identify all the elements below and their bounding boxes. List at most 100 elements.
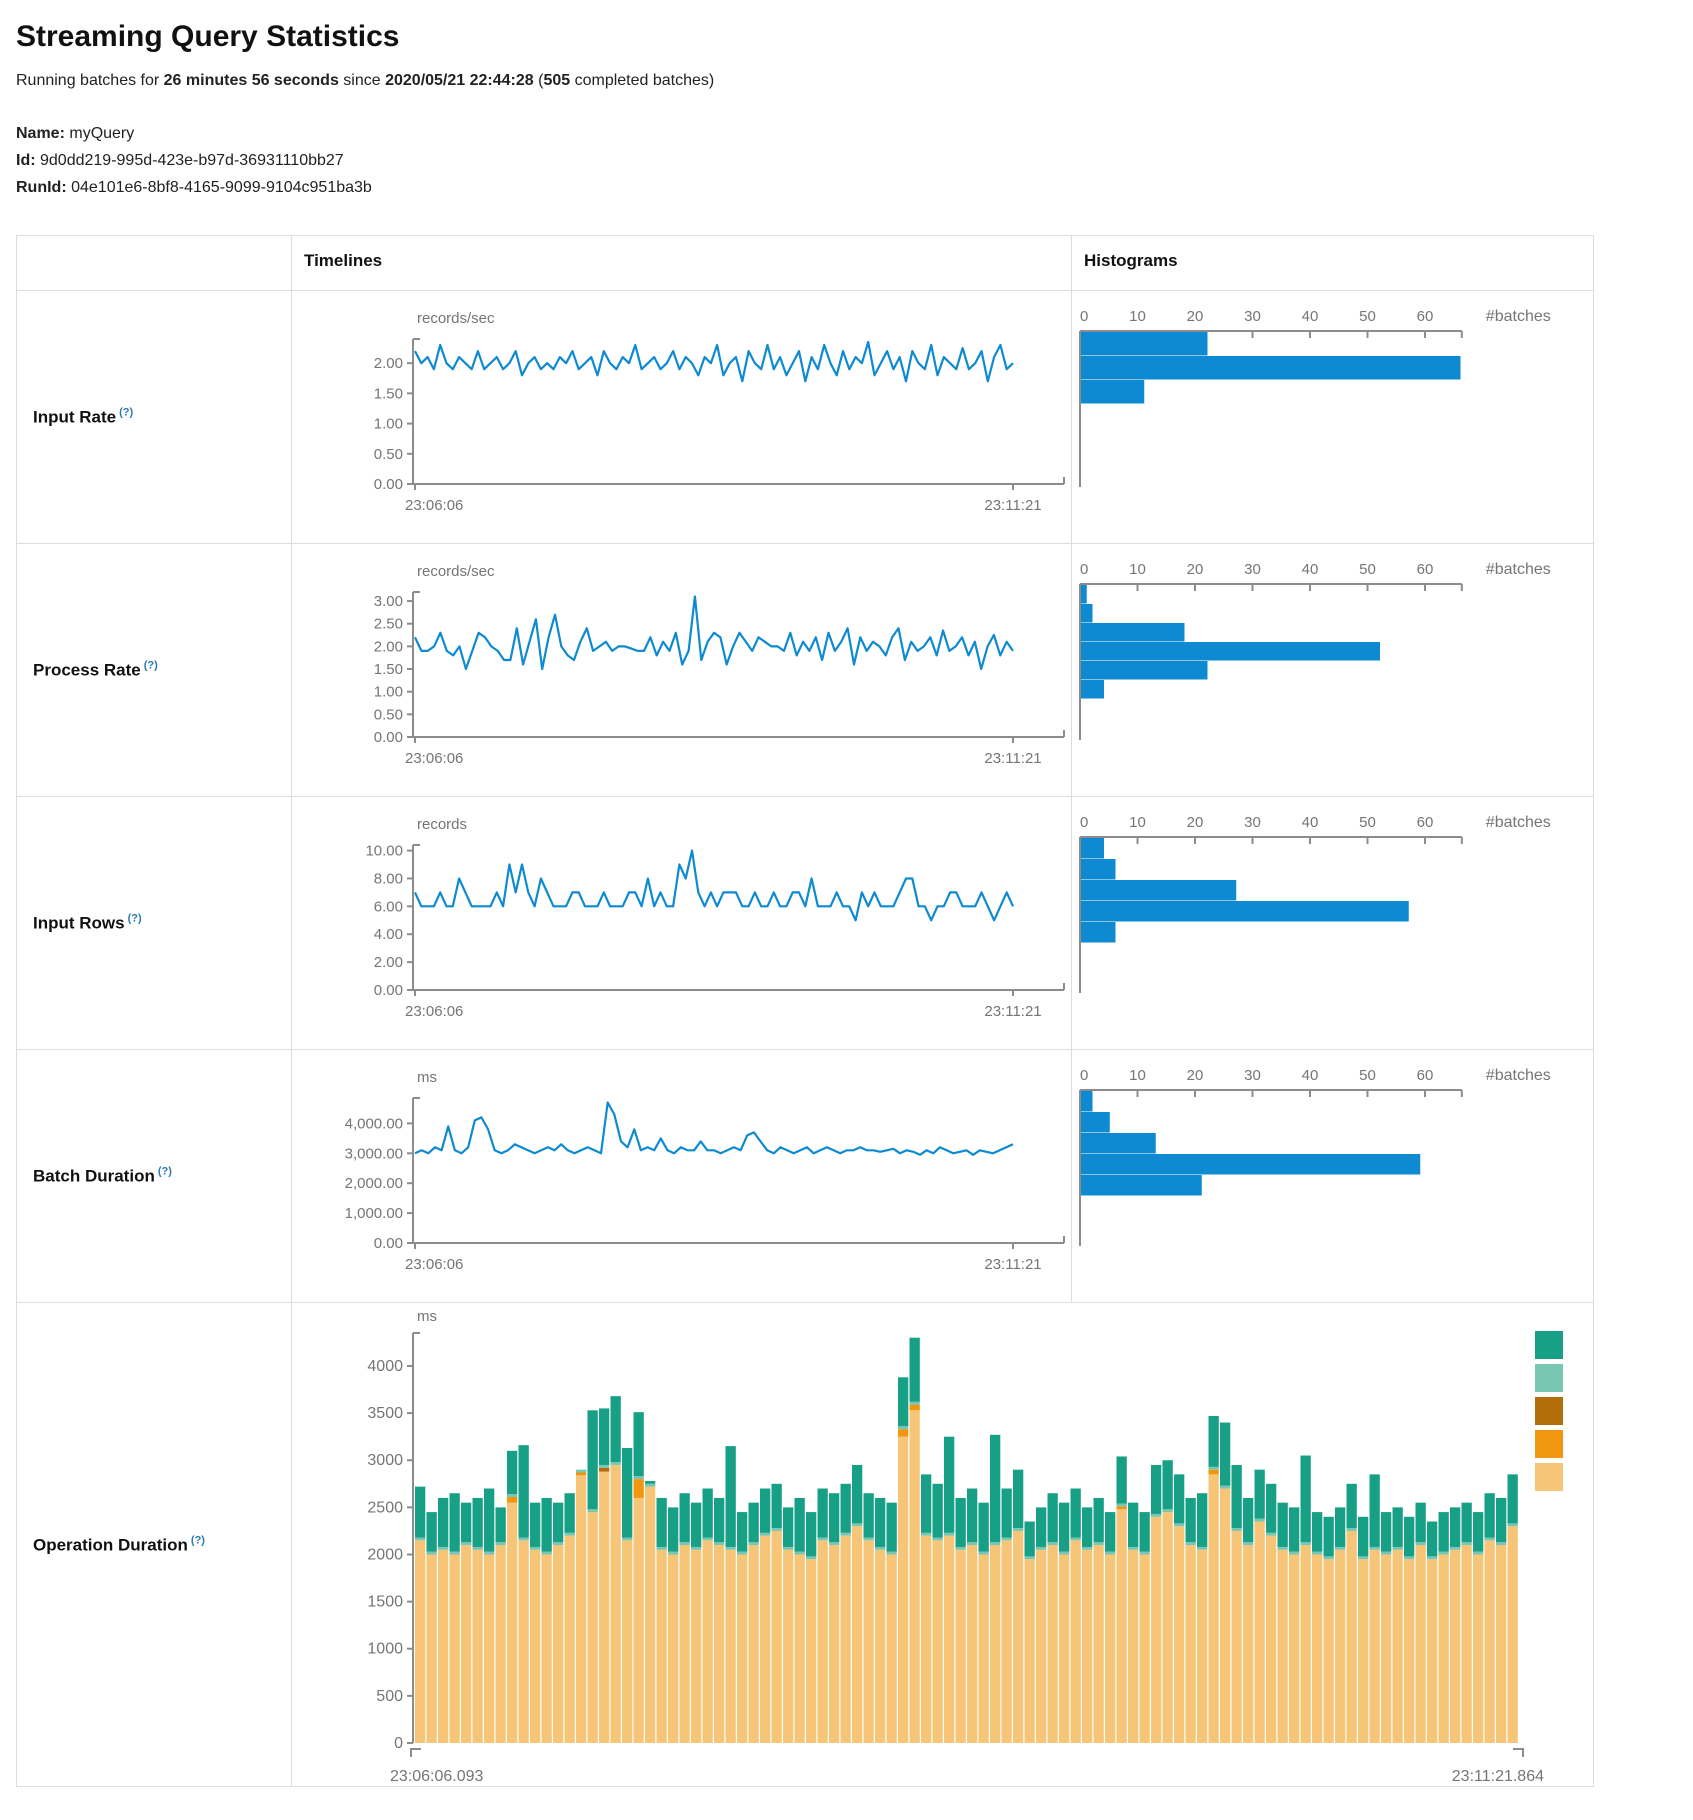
svg-text:50: 50 bbox=[1359, 561, 1376, 578]
statistics-table: Timelines Histograms Input Rate (?) recor… bbox=[16, 235, 1594, 1787]
id-value: 9d0dd219-995d-423e-b97d-36931110bb27 bbox=[40, 152, 344, 169]
svg-text:records/sec: records/sec bbox=[417, 310, 495, 327]
svg-text:0: 0 bbox=[1080, 561, 1088, 578]
help-icon-operation-duration[interactable]: (?) bbox=[190, 1534, 205, 1547]
svg-text:23:11:21: 23:11:21 bbox=[984, 497, 1041, 514]
completed-suffix: completed batches) bbox=[570, 72, 715, 89]
query-runid-line: RunId: 04e101e6-8bf8-4165-9099-9104c951b… bbox=[16, 174, 1677, 201]
id-label: Id: bbox=[16, 152, 36, 169]
help-icon-batch-duration[interactable]: (?) bbox=[157, 1165, 172, 1178]
help-icon-process-rate[interactable]: (?) bbox=[143, 659, 158, 672]
svg-text:0: 0 bbox=[1080, 1067, 1088, 1084]
svg-text:1.50: 1.50 bbox=[374, 385, 403, 402]
svg-text:10: 10 bbox=[1129, 814, 1146, 831]
svg-text:2.00: 2.00 bbox=[374, 638, 403, 655]
svg-text:2.00: 2.00 bbox=[374, 355, 403, 372]
svg-text:ms: ms bbox=[417, 1308, 437, 1325]
svg-text:23:06:06: 23:06:06 bbox=[405, 1256, 463, 1273]
input-rows-histogram-chart: 0 10 20 30 40 50 60 #batches bbox=[1079, 814, 1551, 993]
timeline-cell-process-rate: records/sec 0.00 0.50 1.00 1.50 2.00 2.50 3.00 2… bbox=[291, 543, 1071, 796]
start-time: 2020/05/21 22:44:28 bbox=[385, 72, 534, 89]
name-label: Name: bbox=[16, 125, 65, 142]
timeline-cell-input-rows: records 0.00 2.00 4.00 6.00 8.00 10.00 23:06:06… bbox=[291, 796, 1071, 1049]
svg-text:#batches: #batches bbox=[1486, 1067, 1551, 1084]
row-label-input-rows: Input Rows bbox=[33, 913, 125, 933]
svg-text:#batches: #batches bbox=[1486, 308, 1551, 325]
svg-text:20: 20 bbox=[1187, 308, 1204, 325]
svg-text:8.00: 8.00 bbox=[374, 870, 403, 887]
operation-duration-cell: ms 0 500 1000 1500 2000 2500 3000 3500 4000 23:06:… bbox=[291, 1302, 1593, 1786]
svg-text:1,000.00: 1,000.00 bbox=[345, 1205, 403, 1222]
svg-text:10: 10 bbox=[1129, 1067, 1146, 1084]
header-timelines: Timelines bbox=[291, 236, 1071, 290]
svg-text:4000: 4000 bbox=[367, 1358, 403, 1375]
svg-text:3,000.00: 3,000.00 bbox=[345, 1145, 403, 1162]
input-rate-histogram-chart: 0 10 20 30 40 50 60 #batches bbox=[1079, 308, 1551, 487]
legend-swatch-tan bbox=[1535, 1463, 1563, 1491]
svg-text:0: 0 bbox=[394, 1735, 403, 1752]
svg-text:30: 30 bbox=[1244, 308, 1261, 325]
svg-text:1.50: 1.50 bbox=[374, 661, 403, 678]
batch-duration-timeline-chart: ms 0.00 1,000.00 2,000.00 3,000.00 4,000.00 23… bbox=[345, 1069, 1065, 1273]
svg-text:ms: ms bbox=[417, 1069, 437, 1086]
svg-text:40: 40 bbox=[1302, 1067, 1319, 1084]
svg-text:3500: 3500 bbox=[367, 1405, 403, 1422]
svg-text:30: 30 bbox=[1244, 561, 1261, 578]
histogram-cell-input-rate: 0 10 20 30 40 50 60 #batches bbox=[1071, 290, 1593, 543]
svg-text:20: 20 bbox=[1187, 814, 1204, 831]
input-rows-timeline-chart: records 0.00 2.00 4.00 6.00 8.00 10.00 23:06:06… bbox=[365, 816, 1065, 1020]
process-rate-histogram-chart: 0 10 20 30 40 50 60 #batches bbox=[1079, 561, 1551, 740]
histogram-cell-process-rate: 0 10 20 30 40 50 60 #batches bbox=[1071, 543, 1593, 796]
svg-text:20: 20 bbox=[1187, 1067, 1204, 1084]
paren-open: ( bbox=[533, 72, 544, 89]
running-prefix: Running batches for bbox=[16, 72, 164, 89]
svg-text:40: 40 bbox=[1302, 561, 1319, 578]
header-histograms: Histograms bbox=[1071, 236, 1593, 290]
histogram-cell-input-rows: 0 10 20 30 40 50 60 #batches bbox=[1071, 796, 1593, 1049]
svg-text:10: 10 bbox=[1129, 308, 1146, 325]
svg-text:0.00: 0.00 bbox=[374, 982, 403, 999]
row-label-cell-batch-duration: Batch Duration (?) bbox=[17, 1049, 291, 1302]
svg-text:10: 10 bbox=[1129, 561, 1146, 578]
header-empty-cell bbox=[17, 236, 291, 290]
timeline-cell-input-rate: records/sec 0.00 0.50 1.00 1.50 2.00 23:06:06 2… bbox=[291, 290, 1071, 543]
row-label-cell-input-rows: Input Rows (?) bbox=[17, 796, 291, 1049]
row-label-input-rate: Input Rate bbox=[33, 407, 117, 427]
svg-text:20: 20 bbox=[1187, 561, 1204, 578]
runid-label: RunId: bbox=[16, 179, 67, 196]
legend-swatch-orange bbox=[1535, 1430, 1563, 1458]
svg-text:30: 30 bbox=[1244, 814, 1261, 831]
legend-swatch-teal bbox=[1535, 1331, 1563, 1359]
timelines-header-label: Timelines bbox=[304, 251, 383, 270]
svg-text:1000: 1000 bbox=[367, 1641, 403, 1658]
row-label-process-rate: Process Rate bbox=[33, 660, 141, 680]
svg-text:23:06:06: 23:06:06 bbox=[405, 497, 463, 514]
histogram-cell-batch-duration: 0 10 20 30 40 50 60 #batches bbox=[1071, 1049, 1593, 1302]
svg-text:1.00: 1.00 bbox=[374, 416, 403, 433]
row-label-cell-process-rate: Process Rate (?) bbox=[17, 543, 291, 796]
svg-text:23:11:21: 23:11:21 bbox=[984, 750, 1041, 767]
svg-text:3.00: 3.00 bbox=[374, 593, 403, 610]
help-icon-input-rows[interactable]: (?) bbox=[127, 912, 142, 925]
svg-text:50: 50 bbox=[1359, 1067, 1376, 1084]
svg-text:50: 50 bbox=[1359, 814, 1376, 831]
since-text: since bbox=[338, 72, 386, 89]
svg-text:4,000.00: 4,000.00 bbox=[345, 1115, 403, 1132]
query-name-line: Name: myQuery bbox=[16, 120, 1677, 147]
svg-text:records/sec: records/sec bbox=[417, 563, 495, 580]
legend-swatch-dark-orange bbox=[1535, 1397, 1563, 1425]
svg-text:60: 60 bbox=[1417, 561, 1434, 578]
svg-text:50: 50 bbox=[1359, 308, 1376, 325]
help-icon-input-rate[interactable]: (?) bbox=[119, 406, 134, 419]
svg-text:2000: 2000 bbox=[367, 1546, 403, 1563]
svg-text:2500: 2500 bbox=[367, 1499, 403, 1516]
svg-text:0.00: 0.00 bbox=[374, 1235, 403, 1252]
name-value: myQuery bbox=[69, 125, 135, 142]
svg-text:500: 500 bbox=[376, 1688, 403, 1705]
row-label-cell-input-rate: Input Rate (?) bbox=[17, 290, 291, 543]
batch-duration-histogram-chart: 0 10 20 30 40 50 60 #batches bbox=[1079, 1067, 1551, 1246]
page-title: Streaming Query Statistics bbox=[16, 20, 400, 53]
svg-text:4.00: 4.00 bbox=[374, 926, 403, 943]
svg-text:10.00: 10.00 bbox=[365, 843, 403, 860]
